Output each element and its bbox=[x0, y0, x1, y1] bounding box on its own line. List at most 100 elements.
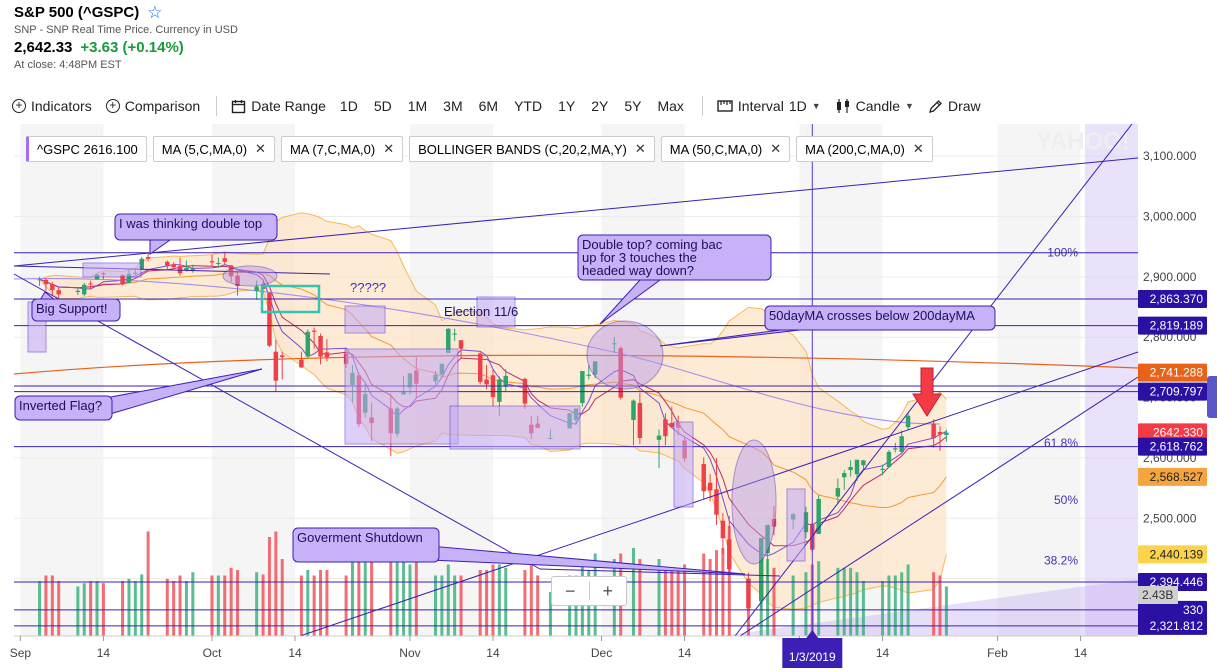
ma-50-line bbox=[13, 278, 941, 425]
range-3m-button[interactable]: 3M bbox=[443, 98, 463, 114]
side-panel-handle[interactable] bbox=[1207, 376, 1217, 418]
candle-body bbox=[944, 432, 949, 436]
range-5d-button[interactable]: 5D bbox=[373, 98, 392, 114]
chart-type-label: Candle bbox=[855, 98, 901, 114]
volume-bar bbox=[172, 581, 176, 636]
price-tag: 2,321.812 bbox=[1138, 616, 1207, 635]
volume-bar bbox=[900, 572, 904, 636]
indicator-tag-ma7[interactable]: MA (7,C,MA,0) ✕ bbox=[280, 136, 404, 162]
volume-tag-bg bbox=[1138, 586, 1178, 604]
candle-body bbox=[714, 489, 719, 515]
close-icon[interactable]: ✕ bbox=[383, 141, 395, 156]
annotation-callout: I was thinking double top bbox=[114, 213, 278, 255]
volume-bar bbox=[478, 570, 482, 636]
ma-20-line bbox=[39, 271, 947, 509]
indicator-tag-ma50[interactable]: MA (50,C,MA,0) ✕ bbox=[660, 136, 791, 162]
zoom-control: − + bbox=[551, 576, 627, 606]
comparison-button[interactable]: + Comparison bbox=[105, 98, 201, 114]
volume-bar bbox=[434, 575, 437, 636]
volume-bar bbox=[708, 559, 712, 636]
candle-body bbox=[707, 482, 713, 491]
draw-label: Draw bbox=[947, 98, 981, 114]
callout-box bbox=[14, 395, 113, 421]
price-tag: 2,709.797 bbox=[1138, 382, 1207, 401]
volume-bar bbox=[299, 575, 303, 636]
region-box bbox=[82, 262, 142, 278]
annotation-text: headed way down? bbox=[582, 263, 694, 278]
callout-box bbox=[292, 527, 440, 563]
candle-body bbox=[299, 359, 304, 368]
candle-body bbox=[222, 258, 227, 262]
close-icon[interactable]: ✕ bbox=[770, 141, 782, 156]
indicators-button[interactable]: + Indicators bbox=[12, 98, 92, 114]
indicator-tag-label: MA (200,C,MA,0) bbox=[805, 141, 905, 157]
candle-body bbox=[701, 463, 706, 492]
range-1d-button[interactable]: 1D bbox=[339, 98, 358, 114]
indicator-tag-bollinger[interactable]: BOLLINGER BANDS (C,20,2,MA,Y) ✕ bbox=[409, 136, 655, 162]
close-icon[interactable]: ✕ bbox=[912, 141, 924, 156]
chart-canvas[interactable]: YAHOO! 100% 61.8% 50% 38.2% I was thinking … bbox=[0, 124, 1217, 672]
volume-bar bbox=[504, 567, 508, 636]
crosshair-pointer bbox=[806, 630, 819, 638]
candle-body bbox=[663, 419, 668, 437]
candle-body bbox=[145, 256, 151, 259]
star-icon[interactable]: ☆ bbox=[147, 3, 163, 22]
projection-triangle bbox=[720, 579, 1138, 636]
range-max-button[interactable]: Max bbox=[657, 98, 684, 114]
range-2y-button[interactable]: 2Y bbox=[591, 98, 609, 114]
candle-body bbox=[452, 333, 457, 335]
volume-bar bbox=[631, 548, 635, 636]
future-zone bbox=[1085, 124, 1138, 636]
zoom-out-button[interactable]: − bbox=[564, 580, 576, 601]
draw-button[interactable]: Draw bbox=[928, 98, 981, 114]
volume-bar bbox=[497, 564, 501, 636]
volume-bar bbox=[210, 575, 214, 636]
zoom-in-button[interactable]: + bbox=[602, 580, 613, 601]
volume-bar bbox=[721, 548, 725, 636]
volume-bar bbox=[881, 581, 885, 636]
range-ytd-button[interactable]: YTD bbox=[514, 98, 543, 114]
volume-bar bbox=[357, 542, 361, 636]
annotation-text: Big Support! bbox=[36, 301, 108, 316]
date-range-button[interactable]: Date Range bbox=[231, 98, 326, 114]
range-5y-button[interactable]: 5Y bbox=[624, 98, 642, 114]
candle-body bbox=[254, 286, 259, 291]
price-tag-label: 2,618.762 bbox=[1150, 440, 1204, 454]
candle-body bbox=[727, 539, 732, 569]
indicator-tag-ma5[interactable]: MA (5,C,MA,0) ✕ bbox=[152, 136, 275, 162]
zoom-divider bbox=[588, 582, 590, 600]
candle-body bbox=[580, 371, 585, 404]
comparison-label: Comparison bbox=[124, 98, 201, 114]
volume-bar bbox=[127, 578, 131, 636]
date-range-label: Date Range bbox=[251, 98, 326, 114]
annotation-text: Election 11/6 bbox=[444, 304, 518, 319]
price-tag-label: 2,741.288 bbox=[1150, 366, 1204, 380]
range-6m-button[interactable]: 6M bbox=[478, 98, 499, 114]
volume-bar bbox=[772, 567, 776, 636]
annotation-text: Double top? coming bac bbox=[582, 237, 723, 252]
candle-body bbox=[746, 578, 751, 609]
close-icon[interactable]: ✕ bbox=[634, 141, 646, 156]
volume-bar bbox=[861, 581, 865, 636]
candle-body bbox=[216, 263, 221, 265]
range-1m-button[interactable]: 1M bbox=[407, 98, 428, 114]
price-tag-label: 2,568.527 bbox=[1150, 470, 1204, 484]
volume-bar bbox=[261, 574, 265, 636]
chart-type-button[interactable]: Candle ▼ bbox=[835, 98, 914, 114]
interval-button[interactable]: Interval 1D ▼ bbox=[717, 98, 821, 114]
indicator-tag-symbol[interactable]: ^GSPC 2616.100 bbox=[26, 136, 147, 162]
range-1y-button[interactable]: 1Y bbox=[558, 98, 576, 114]
annotation-text: up for 3 touches the bbox=[582, 250, 697, 265]
price-chart[interactable]: YAHOO! 100% 61.8% 50% 38.2% I was thinking … bbox=[0, 124, 1217, 672]
indicator-tag-ma200[interactable]: MA (200,C,MA,0) ✕ bbox=[796, 136, 933, 162]
callout-box bbox=[114, 213, 278, 241]
close-icon[interactable]: ✕ bbox=[255, 141, 266, 156]
price-tag-bg bbox=[1138, 316, 1207, 335]
candle-body bbox=[267, 292, 272, 346]
candle-body bbox=[82, 284, 87, 295]
fib-label: 50% bbox=[1054, 493, 1078, 507]
last-price: 2,642.33 bbox=[14, 39, 73, 56]
down-arrow-icon bbox=[912, 367, 942, 417]
candle-body bbox=[477, 353, 483, 382]
volume-bar bbox=[548, 592, 552, 636]
